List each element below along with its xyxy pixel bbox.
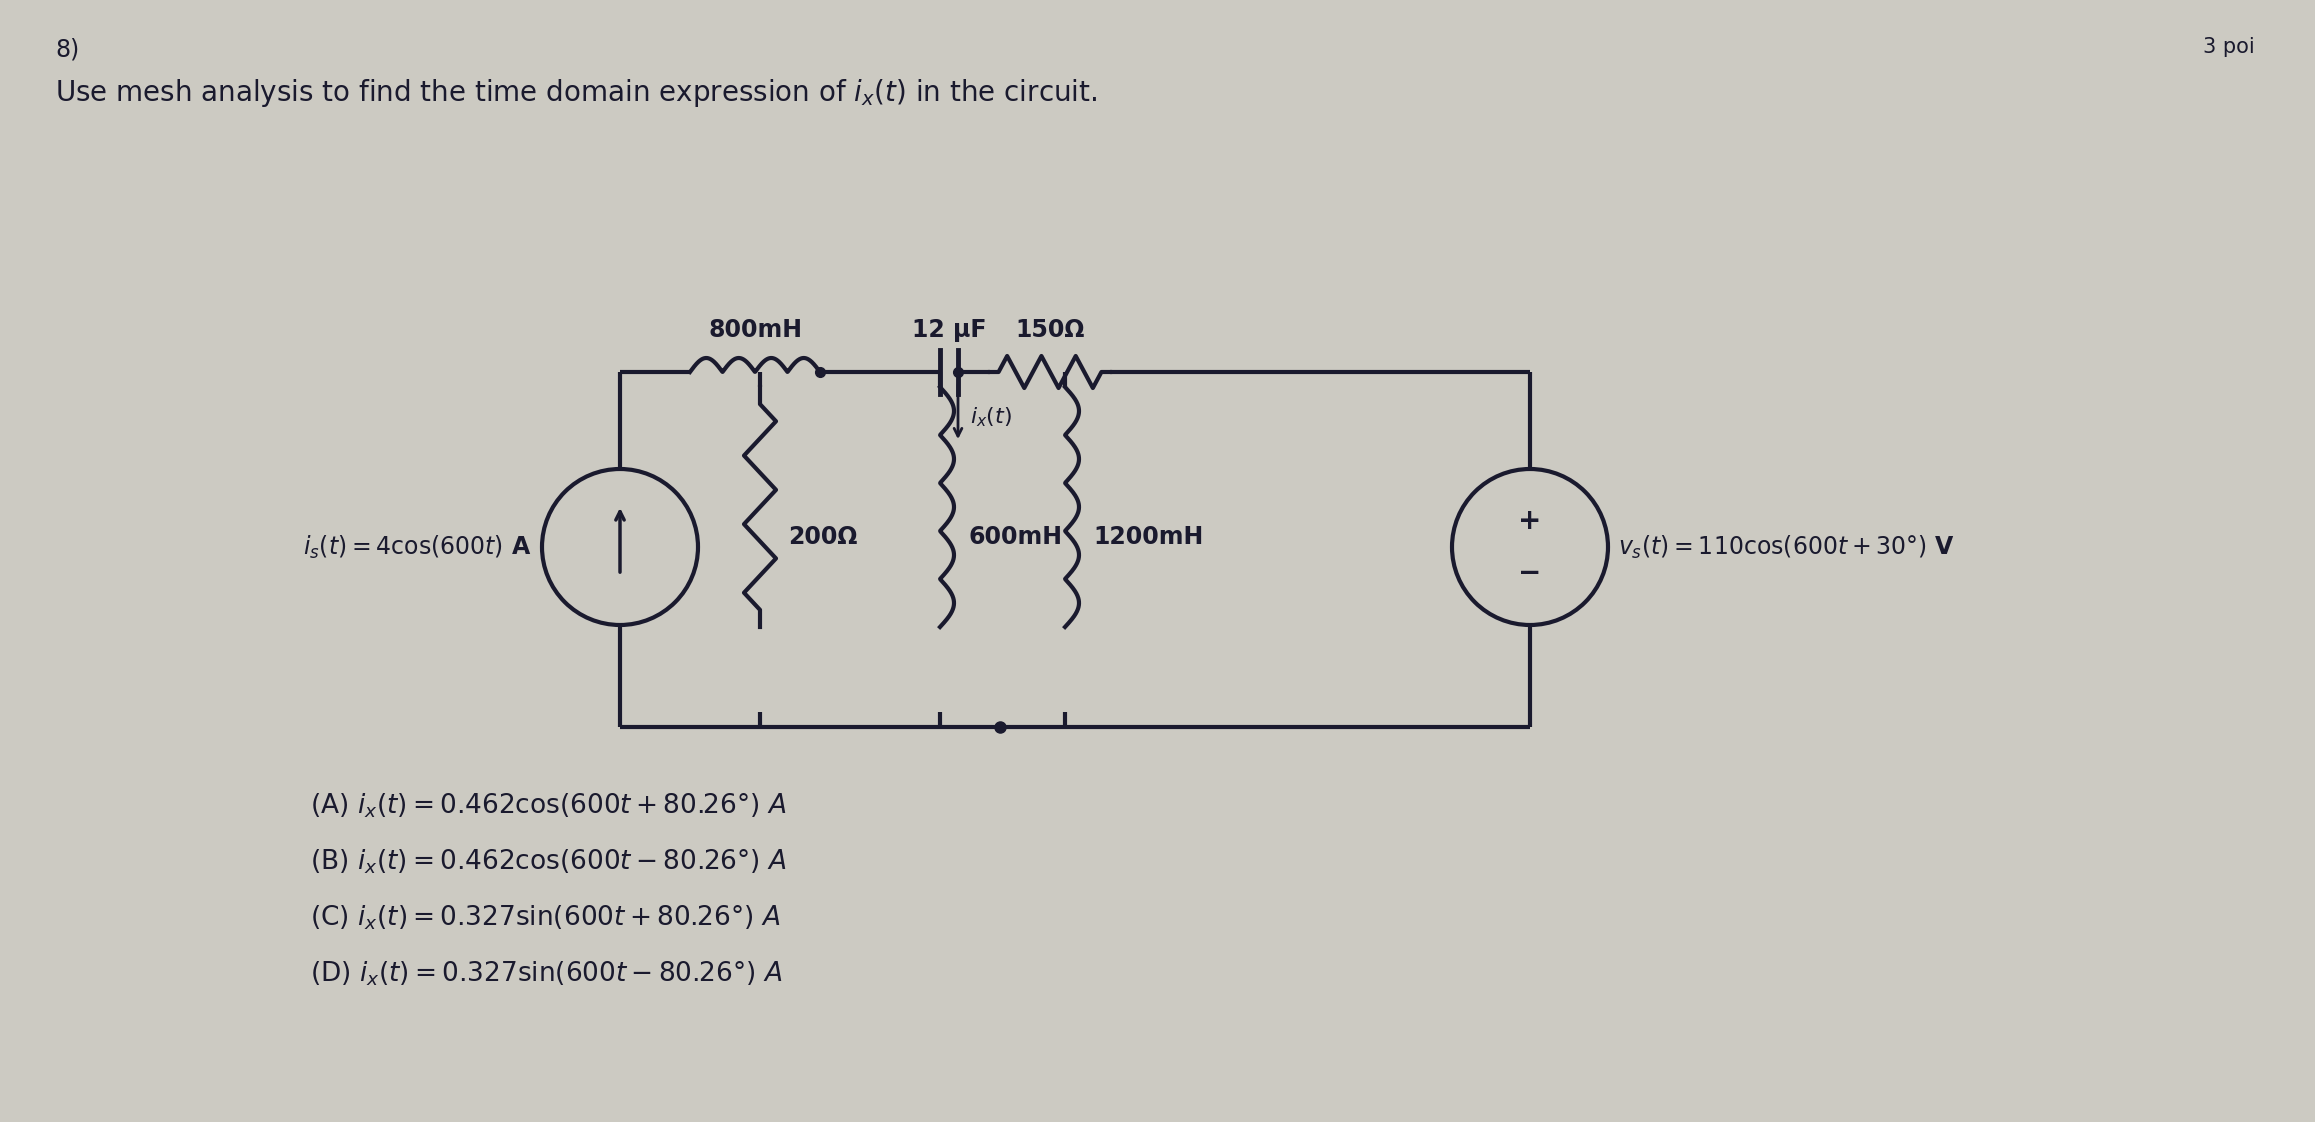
Text: (D) $i_x(t) = 0.327\sin(600t - 80.26°)\ A$: (D) $i_x(t) = 0.327\sin(600t - 80.26°)\ … xyxy=(310,960,782,988)
Text: 3 poi: 3 poi xyxy=(2204,37,2255,57)
Text: 12 μF: 12 μF xyxy=(912,318,986,342)
Text: 200Ω: 200Ω xyxy=(787,525,857,549)
Text: 800mH: 800mH xyxy=(708,318,801,342)
Text: (B) $i_x(t) = 0.462\cos(600t - 80.26°)\ A$: (B) $i_x(t) = 0.462\cos(600t - 80.26°)\ … xyxy=(310,848,787,876)
Text: (A) $i_x(t) = 0.462\cos(600t + 80.26°)\ A$: (A) $i_x(t) = 0.462\cos(600t + 80.26°)\ … xyxy=(310,792,787,820)
Text: +: + xyxy=(1519,507,1542,535)
Text: Use mesh analysis to find the time domain expression of $i_x(t)$ in the circuit.: Use mesh analysis to find the time domai… xyxy=(56,77,1097,109)
Text: $i_x(t)$: $i_x(t)$ xyxy=(970,405,1012,429)
Text: −: − xyxy=(1519,559,1542,587)
Text: $i_s(t) = 4\cos(600t)$ A: $i_s(t) = 4\cos(600t)$ A xyxy=(303,533,532,561)
Text: 150Ω: 150Ω xyxy=(1016,318,1086,342)
Text: 1200mH: 1200mH xyxy=(1093,525,1204,549)
Text: 8): 8) xyxy=(56,37,79,61)
Text: (C) $i_x(t) = 0.327\sin(600t + 80.26°)\ A$: (C) $i_x(t) = 0.327\sin(600t + 80.26°)\ … xyxy=(310,904,780,932)
Text: $v_s(t) = 110\cos(600t + 30°)$ V: $v_s(t) = 110\cos(600t + 30°)$ V xyxy=(1618,533,1954,561)
Text: 600mH: 600mH xyxy=(968,525,1063,549)
